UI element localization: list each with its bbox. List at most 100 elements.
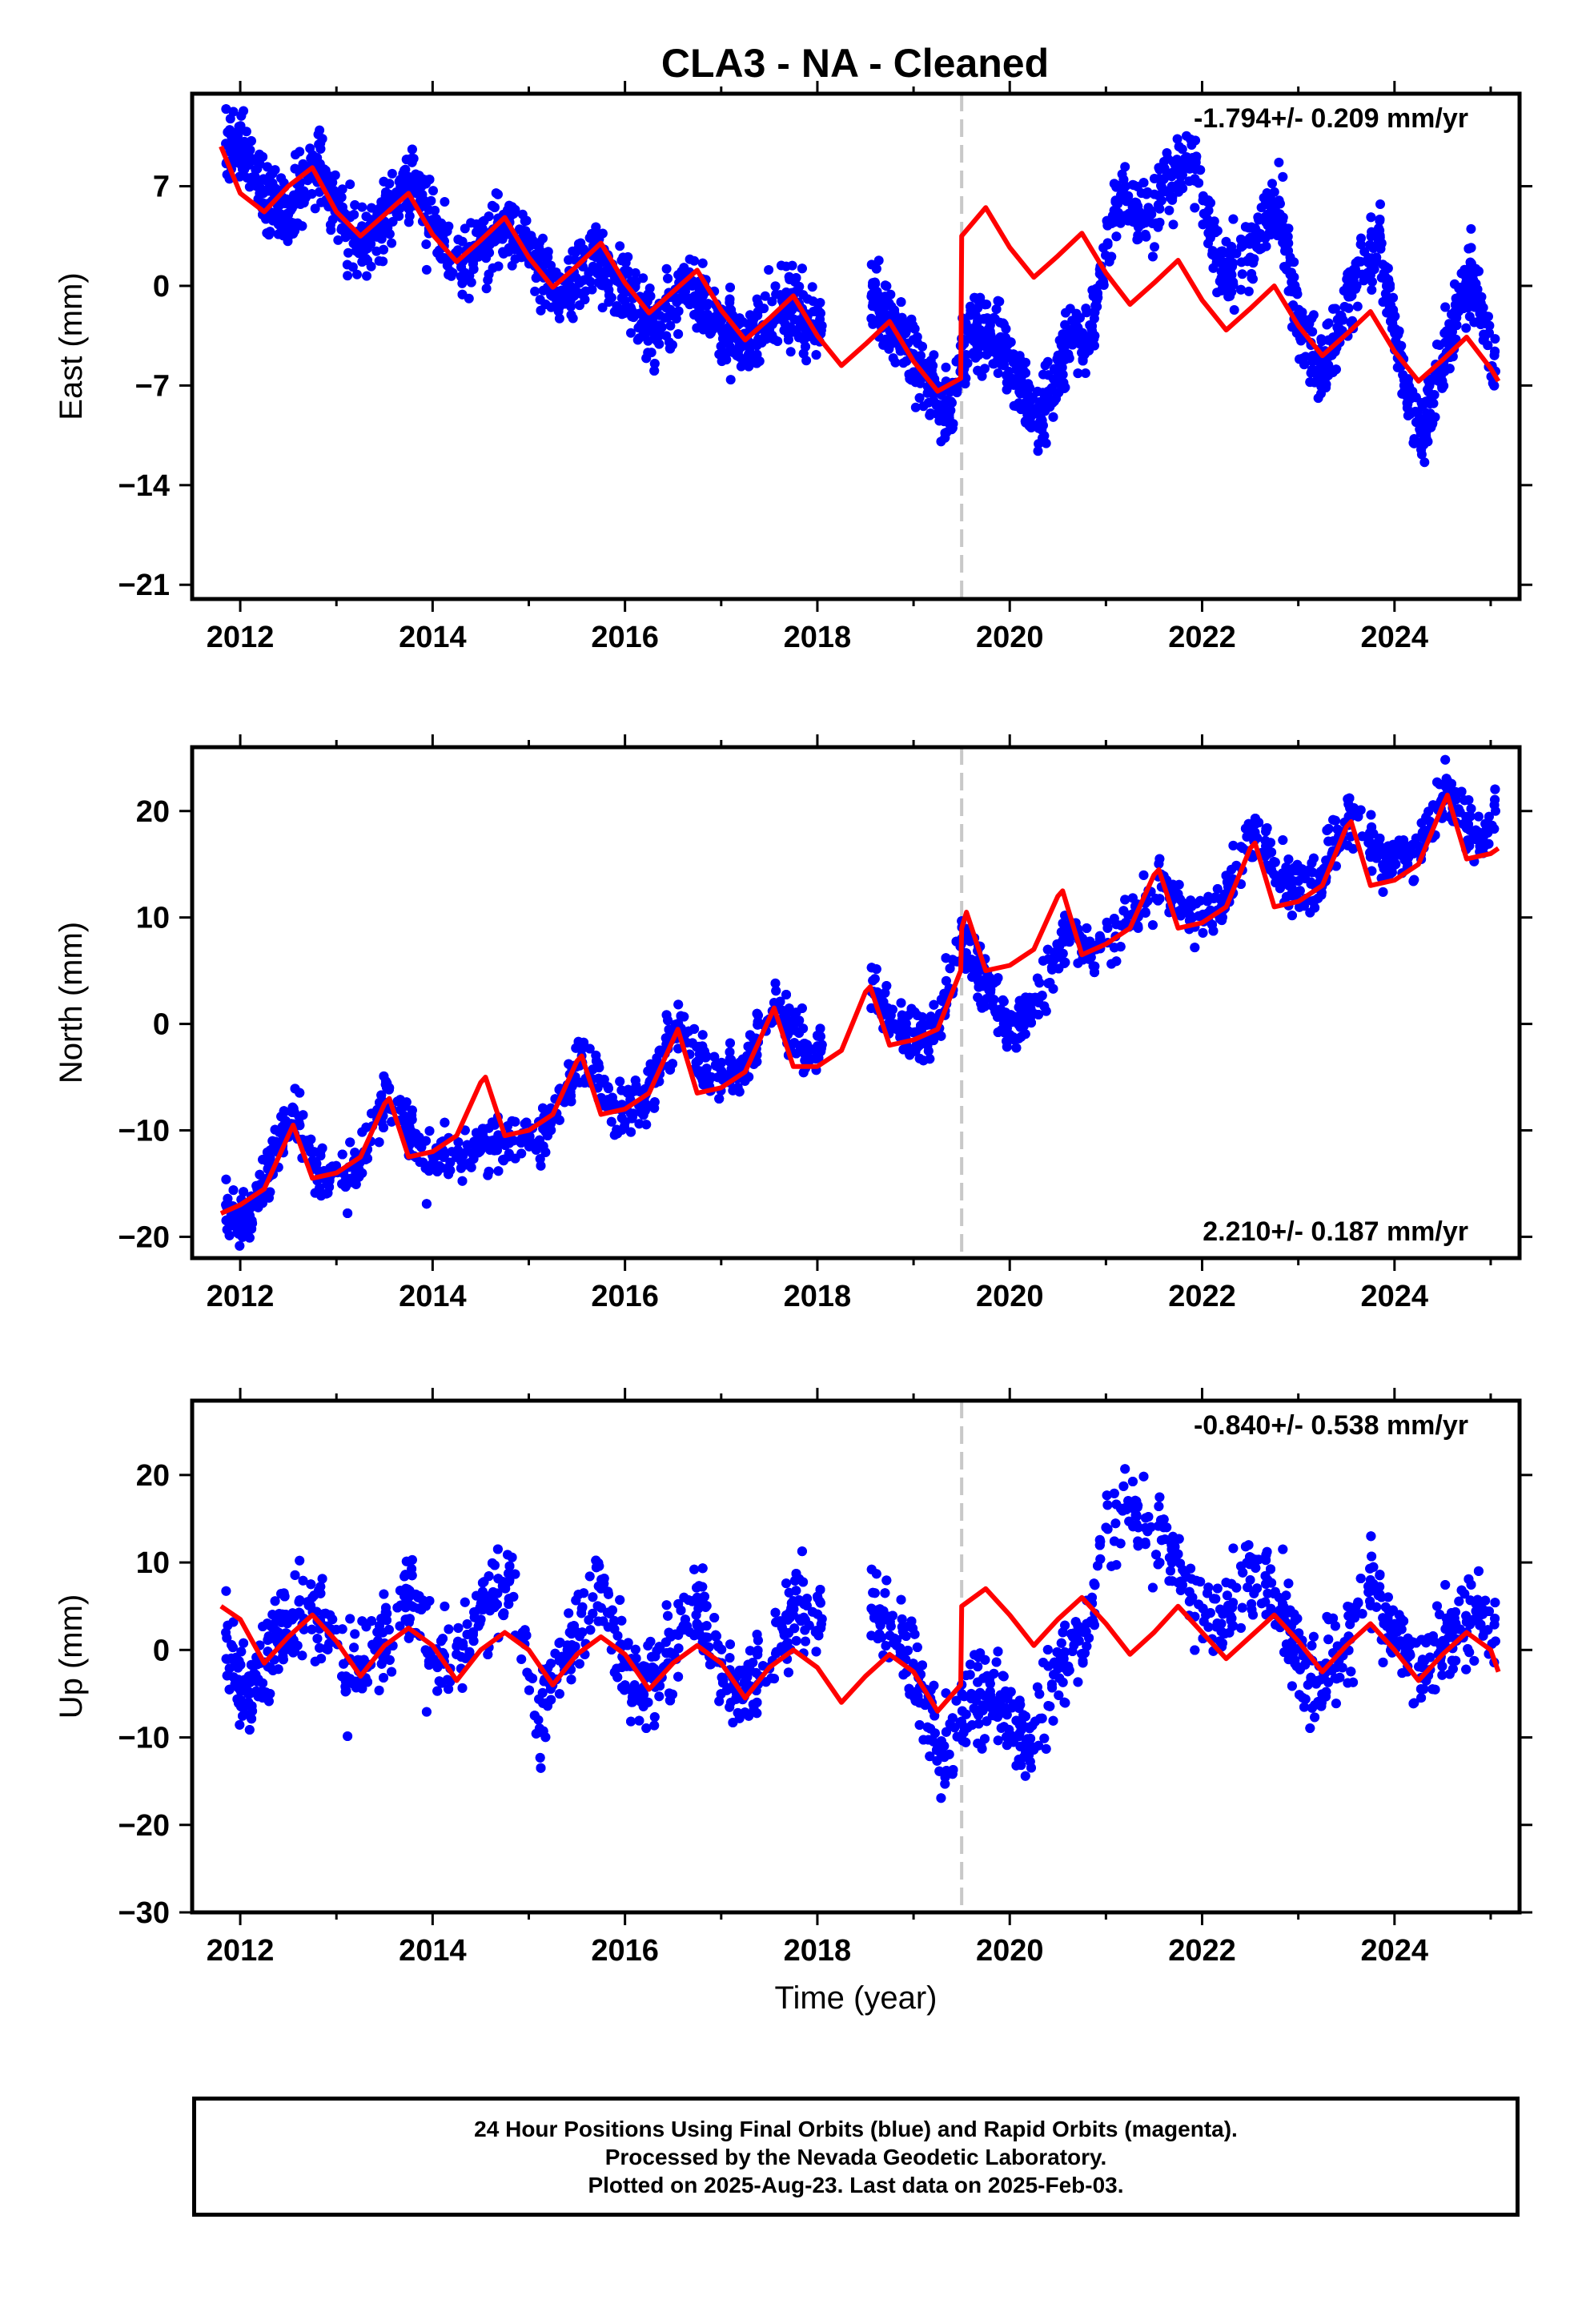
data-point (1073, 368, 1083, 379)
data-point (401, 155, 412, 165)
data-point (221, 104, 231, 115)
data-point (770, 281, 781, 292)
data-point (1045, 402, 1055, 412)
data-point (769, 334, 779, 344)
data-point (1203, 228, 1214, 238)
data-point (1345, 280, 1355, 291)
data-point (603, 279, 613, 289)
data-point (1049, 364, 1059, 374)
data-point (1351, 267, 1361, 277)
data-point (1217, 285, 1227, 296)
data-point (1283, 246, 1293, 256)
data-point (1403, 399, 1413, 409)
data-point (622, 268, 632, 279)
data-point (288, 197, 299, 207)
data-point (1077, 348, 1087, 358)
data-point (1227, 270, 1237, 280)
data-point (1292, 289, 1303, 300)
data-point (1469, 317, 1480, 328)
x-tick-label: 2014 (399, 621, 467, 654)
data-point (1473, 294, 1484, 304)
data-point (360, 253, 371, 263)
data-point (552, 295, 563, 305)
data-point (1178, 157, 1188, 167)
data-point (1245, 252, 1255, 263)
data-point (1093, 288, 1102, 299)
data-point (966, 301, 975, 312)
data-point (1187, 152, 1198, 163)
data-point (1102, 239, 1113, 250)
data-point (696, 315, 706, 325)
data-point (565, 296, 576, 306)
data-point (1489, 380, 1500, 391)
data-point (813, 319, 823, 329)
data-point (1403, 411, 1413, 420)
data-point (1120, 162, 1130, 172)
data-point (1261, 241, 1271, 251)
x-tick-label: 2018 (784, 621, 852, 654)
data-point (873, 318, 883, 328)
data-point (1274, 195, 1284, 206)
data-point (993, 368, 1003, 378)
data-point (1140, 231, 1150, 241)
data-point (521, 215, 532, 226)
data-point (1398, 370, 1408, 380)
data-point (1343, 292, 1354, 302)
data-point (1471, 279, 1481, 289)
data-point (947, 423, 958, 433)
data-point (1278, 171, 1288, 182)
data-point (340, 228, 351, 239)
data-point (531, 273, 541, 283)
data-point (870, 295, 881, 305)
data-point (1110, 195, 1121, 206)
data-point (539, 247, 549, 258)
data-point (376, 234, 387, 244)
data-point (327, 177, 338, 187)
data-point (400, 165, 410, 175)
data-point (1184, 163, 1195, 174)
data-point (530, 286, 540, 296)
data-point (1412, 407, 1423, 417)
data-point (1475, 308, 1485, 319)
data-point (1334, 323, 1344, 333)
data-point (908, 320, 918, 331)
data-point (1307, 327, 1318, 337)
data-point (475, 249, 485, 259)
data-point (1173, 179, 1183, 190)
data-point (1224, 279, 1235, 290)
data-point (401, 176, 411, 187)
data-point (263, 176, 273, 187)
data-point (1323, 318, 1334, 328)
data-point (1147, 251, 1158, 262)
data-point (1034, 423, 1044, 433)
data-point (374, 255, 384, 266)
data-point (295, 147, 305, 157)
data-point (432, 247, 443, 258)
data-point (345, 179, 355, 190)
data-point (261, 214, 271, 224)
data-point (1484, 328, 1494, 338)
data-point (577, 275, 588, 286)
data-point (927, 370, 938, 380)
final-orbit-points (221, 104, 1500, 468)
data-point (871, 263, 881, 274)
data-point (444, 270, 454, 279)
y-tick-label: −14 (118, 469, 170, 503)
data-point (1237, 269, 1247, 279)
data-point (627, 307, 637, 317)
data-point (1471, 285, 1481, 296)
data-point (228, 151, 239, 161)
data-point (1217, 256, 1227, 267)
data-point (228, 107, 239, 117)
data-point (1375, 199, 1385, 209)
data-point (1170, 159, 1180, 170)
data-point (263, 186, 273, 196)
data-point (1090, 331, 1100, 341)
data-point (239, 164, 250, 175)
data-point (1229, 305, 1239, 315)
data-point (231, 135, 241, 145)
data-point (381, 187, 391, 198)
data-point (431, 214, 441, 224)
data-point (333, 235, 343, 245)
data-point (1089, 307, 1099, 317)
